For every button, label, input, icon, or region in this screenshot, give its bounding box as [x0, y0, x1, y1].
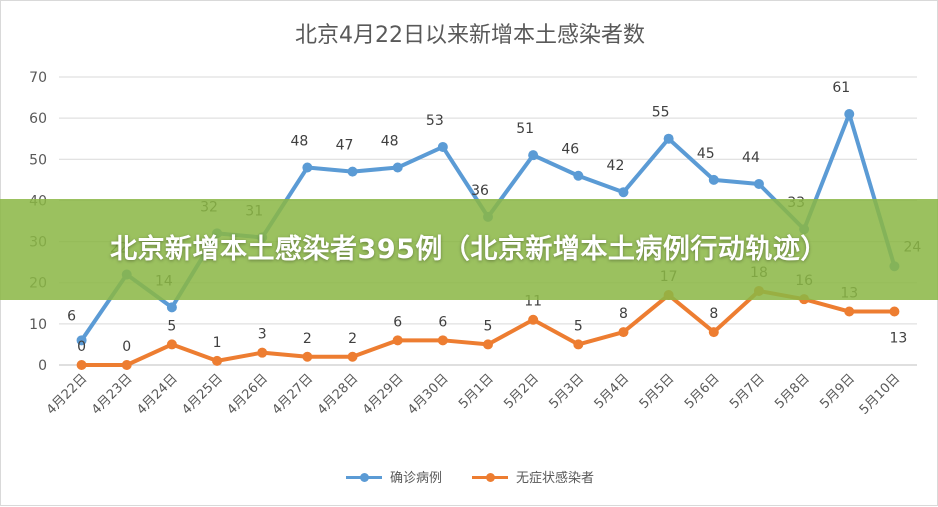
data-label-0: 42 — [607, 158, 625, 174]
data-point-1 — [618, 327, 629, 338]
data-point-0 — [302, 162, 313, 173]
x-tick-label: 5月10日 — [857, 371, 904, 418]
x-tick-label: 5月4日 — [592, 371, 633, 412]
x-tick-label: 5月8日 — [772, 371, 813, 412]
data-point-0 — [573, 170, 584, 181]
data-point-1 — [347, 351, 358, 362]
y-tick-label: 70 — [29, 70, 47, 86]
data-label-1: 8 — [709, 306, 718, 322]
data-label-1: 0 — [122, 339, 131, 355]
data-point-1 — [483, 339, 493, 350]
data-label-0: 6 — [67, 308, 76, 324]
data-point-0 — [347, 166, 358, 177]
data-point-1 — [437, 335, 448, 346]
data-label-0: 48 — [290, 134, 308, 150]
data-point-1 — [257, 347, 268, 358]
data-point-1 — [392, 335, 403, 346]
data-point-0 — [753, 178, 764, 189]
legend-dot-confirmed — [359, 472, 369, 482]
x-tick-label: 4月30日 — [405, 371, 452, 418]
data-point-1 — [889, 306, 900, 317]
chart-legend: 确诊病例 无症状感染者 — [1, 467, 938, 486]
data-point-1 — [573, 339, 584, 350]
data-label-0: 45 — [697, 146, 715, 162]
data-label-1: 5 — [484, 318, 493, 334]
x-tick-label: 4月24日 — [134, 371, 181, 418]
data-label-0: 47 — [336, 138, 354, 154]
data-point-1 — [708, 327, 719, 338]
data-point-0 — [76, 335, 87, 346]
y-tick-label: 60 — [29, 111, 47, 127]
data-label-0: 46 — [561, 142, 579, 158]
x-tick-label: 4月28日 — [315, 371, 362, 418]
data-point-0 — [618, 187, 629, 198]
legend-item-asymptomatic[interactable]: 无症状感染者 — [472, 467, 594, 486]
legend-dot-asymptomatic — [486, 472, 495, 482]
data-label-0: 48 — [381, 134, 399, 150]
data-point-0 — [844, 109, 855, 120]
data-label-1: 6 — [438, 314, 447, 330]
data-label-1: 5 — [574, 318, 583, 334]
legend-label-asymptomatic: 无症状感染者 — [516, 471, 595, 486]
data-label-0: 51 — [516, 121, 534, 137]
data-point-0 — [663, 133, 674, 144]
data-label-0: 36 — [471, 183, 489, 199]
data-point-1 — [121, 360, 132, 370]
legend-item-confirmed[interactable]: 确诊病例 — [345, 467, 442, 486]
data-label-1: 8 — [619, 306, 628, 322]
data-label-1: 2 — [348, 331, 357, 347]
data-label-1: 3 — [258, 327, 267, 343]
x-tick-label: 4月25日 — [179, 371, 226, 418]
x-tick-label: 4月27日 — [270, 371, 317, 418]
legend-swatch-asymptomatic — [472, 471, 508, 483]
y-tick-label: 0 — [38, 358, 47, 374]
y-tick-label: 10 — [29, 317, 47, 333]
data-label-1: 13 — [890, 331, 908, 347]
data-point-0 — [392, 162, 403, 173]
x-tick-label: 5月9日 — [817, 371, 858, 412]
x-tick-label: 4月22日 — [44, 371, 91, 418]
legend-swatch-confirmed — [345, 471, 382, 483]
data-point-1 — [76, 360, 87, 370]
headline-banner: 北京新增本土感染者395例（北京新增本土病例行动轨迹） — [0, 199, 938, 300]
data-label-0: 53 — [426, 113, 444, 129]
data-label-0: 55 — [652, 105, 670, 121]
data-point-1 — [212, 355, 223, 366]
data-point-1 — [528, 314, 539, 325]
data-point-0 — [437, 141, 448, 152]
x-tick-label: 4月23日 — [89, 371, 136, 418]
data-label-0: 44 — [742, 150, 760, 166]
x-tick-label: 4月26日 — [224, 371, 271, 418]
x-tick-label: 4月29日 — [360, 371, 407, 418]
data-point-1 — [844, 306, 855, 317]
x-tick-label: 5月6日 — [682, 371, 723, 412]
data-point-0 — [166, 302, 177, 313]
legend-label-confirmed: 确诊病例 — [389, 471, 442, 486]
data-point-0 — [708, 174, 719, 185]
headline-text: 北京新增本土感染者395例（北京新增本土病例行动轨迹） — [110, 233, 828, 265]
x-tick-label: 5月5日 — [637, 371, 678, 412]
data-label-0: 61 — [832, 80, 850, 96]
data-label-1: 6 — [393, 314, 402, 330]
data-point-1 — [302, 351, 313, 362]
chart-title: 北京4月22日以来新增本土感染者数 — [295, 23, 645, 48]
data-point-1 — [166, 339, 177, 350]
data-label-1: 0 — [77, 339, 86, 355]
y-tick-label: 50 — [29, 152, 47, 168]
x-tick-label: 5月1日 — [456, 371, 497, 412]
data-point-0 — [528, 150, 539, 161]
x-tick-label: 5月7日 — [727, 371, 768, 412]
x-tick-label: 5月2日 — [501, 371, 542, 412]
data-label-1: 5 — [167, 318, 176, 334]
data-label-1: 1 — [213, 335, 222, 351]
data-label-1: 2 — [303, 331, 312, 347]
x-tick-label: 5月3日 — [546, 371, 587, 412]
